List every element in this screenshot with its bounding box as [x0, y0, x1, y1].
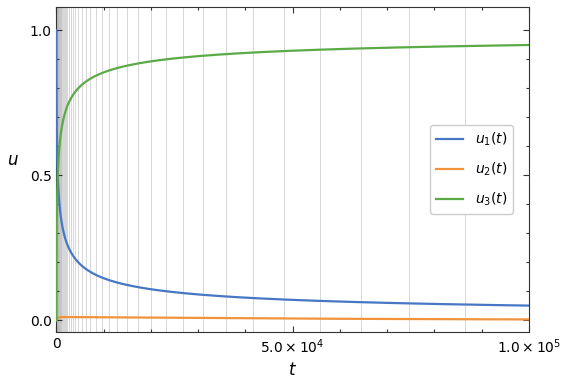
Line: $u_1(t)$: $u_1(t)$	[56, 30, 529, 306]
$u_2(t)$	[61, 315, 68, 319]
$u_1(t)$	[97, 274, 104, 279]
$u_3(t)$	[97, 71, 104, 76]
$u_1(t)$	[459, 302, 466, 307]
$u_1(t)$	[71, 256, 78, 260]
Legend: $u_1(t)$, $u_2(t)$, $u_3(t)$: $u_1(t)$, $u_2(t)$, $u_3(t)$	[430, 125, 512, 213]
$u_1(t)$	[53, 63, 60, 68]
$u_2(t)$	[97, 315, 104, 320]
$u_1(t)$	[336, 299, 343, 304]
Y-axis label: $u$: $u$	[7, 151, 19, 169]
$u_2(t)$	[494, 317, 500, 322]
$u_1(t)$	[493, 303, 500, 307]
$u_3(t)$	[525, 43, 532, 47]
$u_2(t)$	[525, 317, 532, 322]
$u_1(t)$	[525, 303, 532, 308]
Line: $u_2(t)$: $u_2(t)$	[56, 317, 529, 320]
$u_3(t)$	[459, 44, 466, 48]
Line: $u_3(t)$: $u_3(t)$	[56, 45, 529, 320]
$u_3(t)$	[493, 43, 500, 48]
X-axis label: $t$: $t$	[288, 361, 297, 379]
$u_2(t)$	[337, 317, 344, 321]
$u_1(t)$	[53, 28, 60, 32]
$u_2(t)$	[53, 318, 60, 323]
$u_2(t)$	[71, 315, 78, 320]
$u_3(t)$	[53, 283, 60, 287]
$u_2(t)$	[460, 317, 466, 322]
$u_3(t)$	[71, 91, 78, 95]
$u_3(t)$	[53, 318, 60, 323]
$u_3(t)$	[336, 47, 343, 51]
$u_2(t)$	[53, 318, 60, 323]
